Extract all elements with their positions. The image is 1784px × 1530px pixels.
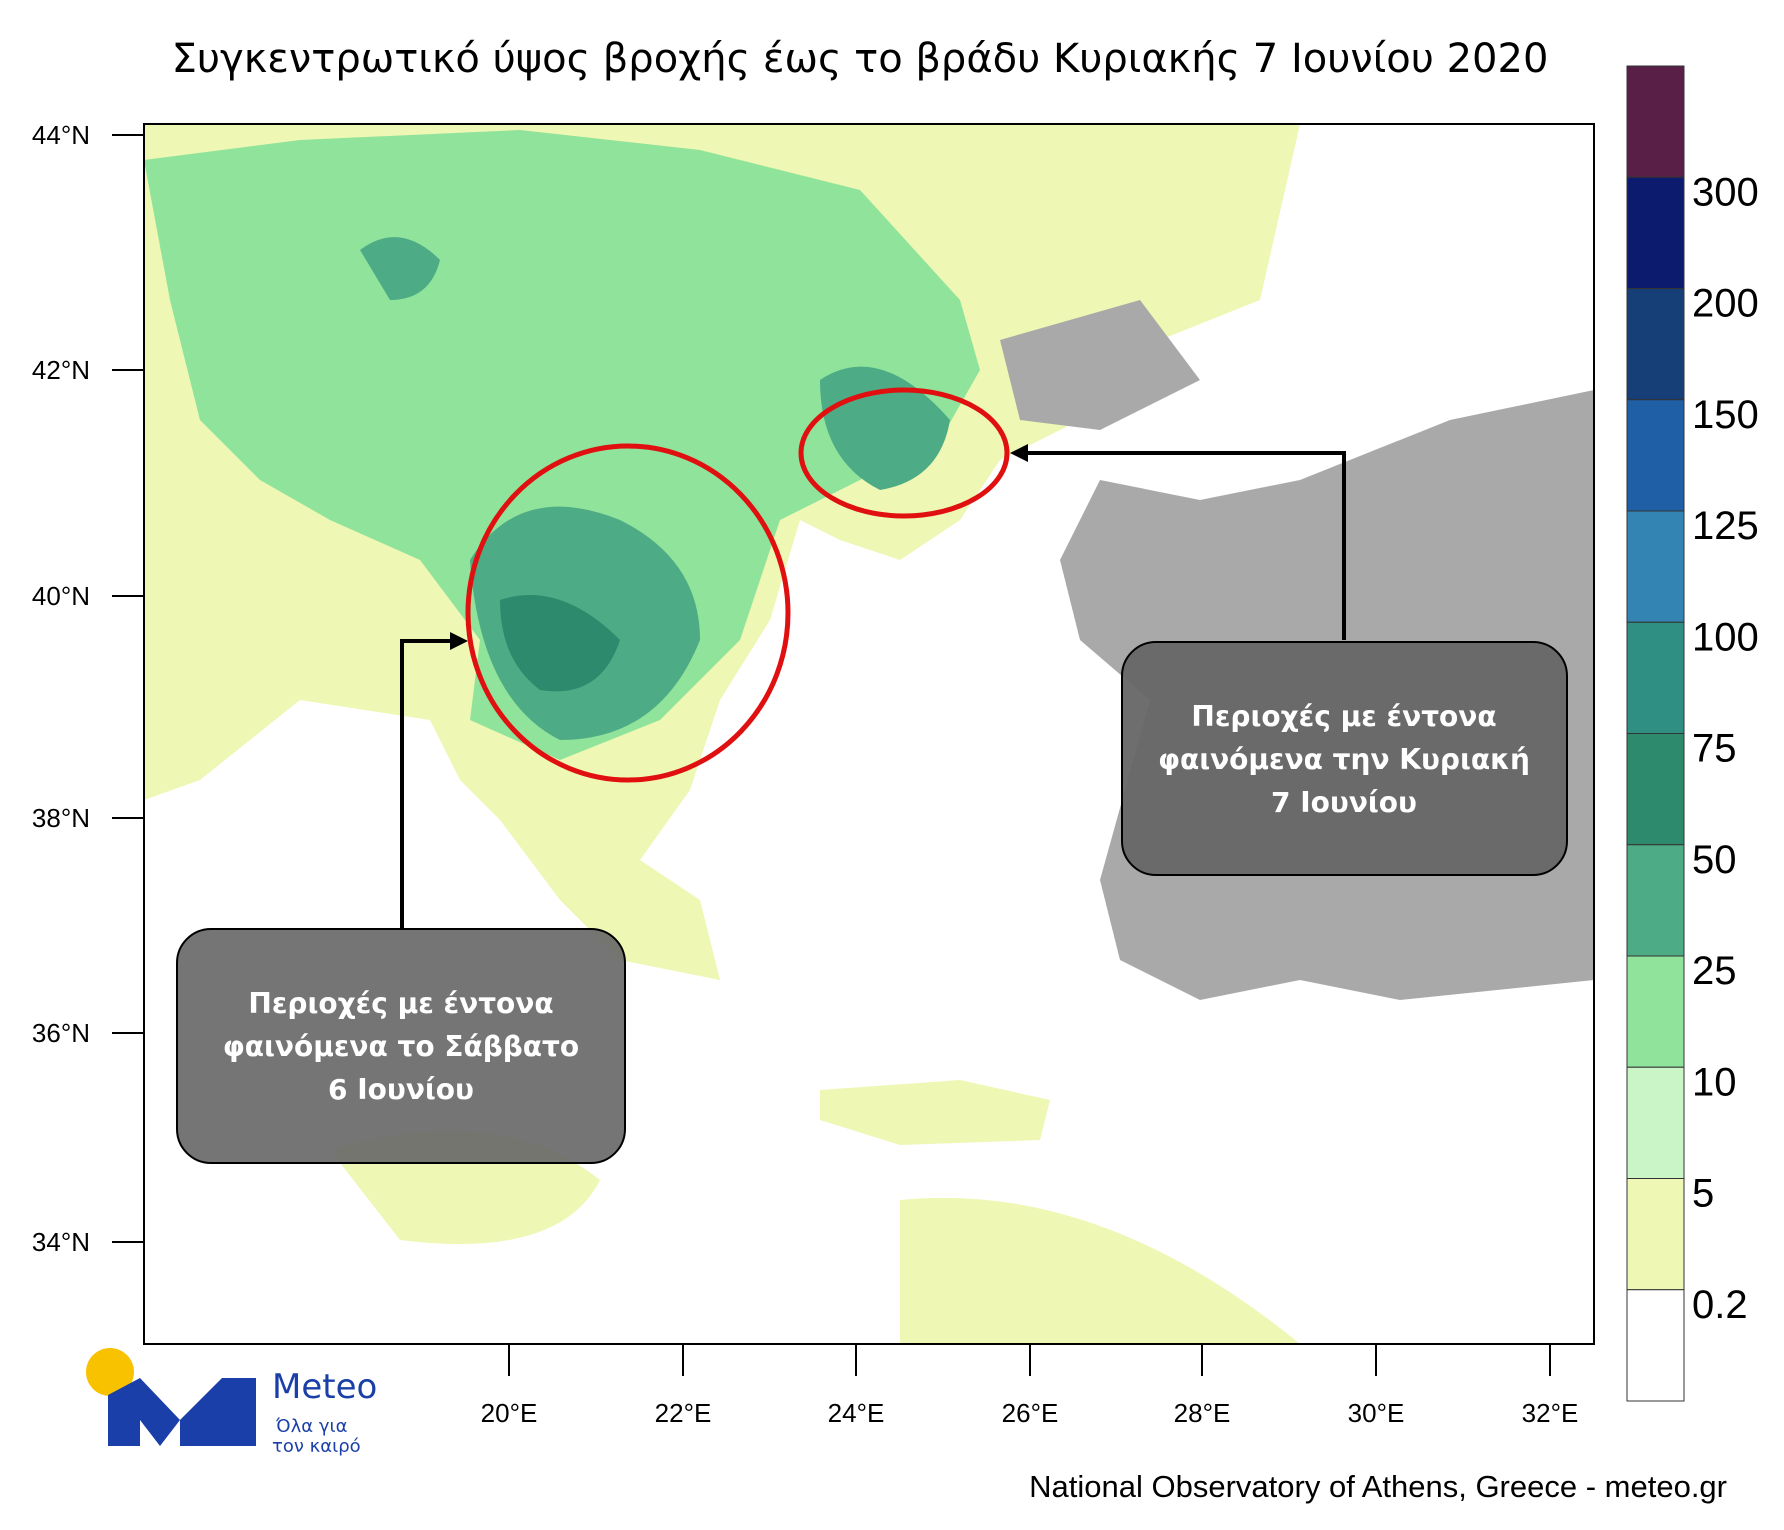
colorbar-label: 125	[1692, 504, 1759, 548]
map	[143, 123, 1595, 1345]
highlight-circle	[798, 387, 1010, 519]
lat-label: 38°N	[32, 803, 90, 833]
colorbar-swatch	[1626, 733, 1685, 846]
lon-label: 32°E	[1522, 1398, 1579, 1428]
annotation-text: φαινόμενα το Σάββατο	[223, 1030, 579, 1063]
annotation-text: φαινόμενα την Κυριακή	[1158, 743, 1530, 776]
colorbar-swatch	[1626, 955, 1685, 1068]
colorbar-swatch	[1626, 288, 1685, 401]
annotation-box	[1121, 641, 1568, 876]
lat-label: 40°N	[32, 581, 90, 611]
colorbar-label: 75	[1692, 727, 1737, 771]
colorbar-swatch	[1626, 65, 1685, 178]
colorbar-label: 25	[1692, 949, 1737, 993]
arrow-head	[450, 632, 468, 650]
colorbar-swatch	[1626, 399, 1685, 512]
colorbar-label: 300	[1692, 170, 1759, 214]
colorbar-label: 50	[1692, 838, 1737, 882]
colorbar-label: 5	[1692, 1172, 1714, 1216]
logo-tagline: τον καιρό	[272, 1436, 361, 1457]
logo-tagline: Όλα για	[275, 1416, 347, 1437]
colorbar-label: 150	[1692, 393, 1759, 437]
annotation-text: 7 Ιουνίου	[1271, 786, 1417, 819]
colorbar-label: 0.2	[1692, 1283, 1748, 1327]
credit: National Observatory of Athens, Greece -…	[1029, 1469, 1727, 1504]
lon-label: 24°E	[828, 1398, 885, 1428]
logo-name: Meteo	[272, 1367, 377, 1407]
lat-label: 36°N	[32, 1018, 90, 1048]
logo: Meteo Όλα για τον καιρό	[86, 1348, 377, 1457]
colorbar-swatch	[1626, 176, 1685, 289]
colorbar-label: 200	[1692, 282, 1759, 326]
highlight-circle	[465, 443, 791, 783]
colorbar-swatch	[1626, 1066, 1685, 1179]
colorbar-swatch	[1626, 510, 1685, 623]
lon-label: 20°E	[481, 1398, 538, 1428]
lat-label: 44°N	[32, 120, 90, 150]
annotation-text: Περιοχές με έντονα	[1191, 700, 1496, 733]
colorbar-label: 100	[1692, 615, 1759, 659]
lat-label: 42°N	[32, 355, 90, 385]
lon-label: 30°E	[1348, 1398, 1405, 1428]
arrow	[1020, 451, 1346, 640]
colorbar-swatch	[1626, 621, 1685, 734]
annotation-text: Περιοχές με έντονα	[248, 987, 553, 1020]
arrow	[400, 639, 458, 928]
lon-label: 22°E	[655, 1398, 712, 1428]
annotation-text: 6 Ιουνίου	[328, 1073, 474, 1106]
colorbar-label: 10	[1692, 1060, 1737, 1104]
colorbar-swatch	[1626, 1289, 1685, 1402]
annotation-box	[176, 928, 626, 1164]
arrow-head	[1010, 444, 1028, 462]
colorbar-swatch	[1626, 844, 1685, 957]
colorbar-swatch	[1626, 1178, 1685, 1291]
lon-label: 26°E	[1002, 1398, 1059, 1428]
lat-label: 34°N	[32, 1227, 90, 1257]
title: Συγκεντρωτικό ύψος βροχής έως το βράδυ Κ…	[172, 36, 1549, 82]
lon-label: 28°E	[1174, 1398, 1231, 1428]
